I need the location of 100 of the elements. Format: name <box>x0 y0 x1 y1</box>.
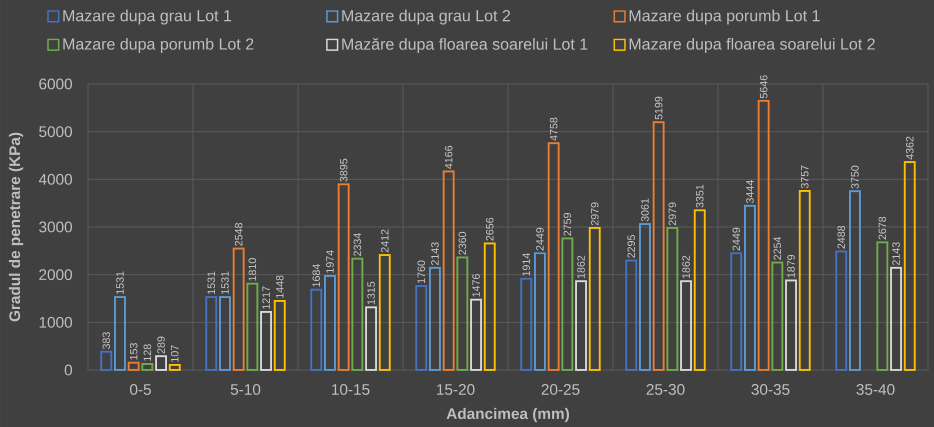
bar <box>639 223 651 371</box>
bar <box>890 266 902 371</box>
x-tick-label: 25-30 <box>646 384 684 395</box>
data-label: 1531 <box>221 272 229 294</box>
data-label: 1914 <box>522 253 530 276</box>
bar <box>324 274 336 371</box>
data-label: 2759 <box>564 213 572 236</box>
data-label: 1760 <box>417 260 426 284</box>
bar <box>744 204 756 371</box>
data-label: 3351 <box>696 184 704 208</box>
bar <box>429 266 441 371</box>
data-label: 3895 <box>340 158 348 182</box>
data-label: 1476 <box>472 274 480 297</box>
data-label: 107 <box>170 345 179 362</box>
bar <box>470 298 482 371</box>
bar <box>785 279 797 371</box>
bar <box>876 241 888 371</box>
data-label: 4166 <box>444 146 452 169</box>
bar <box>338 183 350 371</box>
bar <box>484 242 496 371</box>
data-label: 3061 <box>641 198 649 222</box>
bar <box>561 238 574 371</box>
data-label: 3750 <box>851 166 859 189</box>
data-label: 3444 <box>746 180 754 204</box>
bar <box>442 170 455 371</box>
bar <box>232 248 245 371</box>
bar <box>835 250 848 371</box>
data-label: 1862 <box>577 256 585 278</box>
x-axis-title: Adancimea (mm) <box>446 408 569 422</box>
data-label: 2254 <box>774 236 782 260</box>
bar <box>141 362 154 371</box>
bar <box>694 209 706 371</box>
data-label: 2412 <box>381 230 388 252</box>
bar <box>114 296 126 371</box>
data-label: 383 <box>102 332 110 350</box>
bar <box>415 285 428 371</box>
bar <box>128 362 140 371</box>
bar <box>219 296 231 371</box>
bar <box>351 258 364 371</box>
bar <box>260 311 272 371</box>
y-tick-label: 5000 <box>39 126 72 138</box>
bar <box>625 260 638 371</box>
data-label: 1531 <box>207 272 216 294</box>
data-label: 1862 <box>682 256 690 278</box>
data-label: 2360 <box>458 232 466 255</box>
bar <box>155 355 167 371</box>
bar <box>904 161 916 371</box>
data-label: 2449 <box>536 228 544 250</box>
bar <box>310 288 322 371</box>
x-tick-label: 35-40 <box>856 384 894 395</box>
y-tick-label: 6000 <box>39 78 72 90</box>
bar <box>771 262 784 371</box>
bar <box>365 306 377 371</box>
data-label: 1684 <box>312 264 320 287</box>
data-label: 1879 <box>787 254 795 278</box>
x-tick-label: 10-15 <box>332 384 370 395</box>
data-label: 1315 <box>367 282 375 304</box>
bar <box>246 282 258 371</box>
y-tick-label: 1000 <box>40 316 72 328</box>
bar <box>100 350 112 371</box>
data-label: 2678 <box>878 216 886 240</box>
y-tick-label: 2000 <box>39 269 72 280</box>
y-tick-label: 0 <box>64 364 72 376</box>
y-tick-label: 4000 <box>38 174 72 185</box>
x-tick-label: 20-25 <box>542 384 580 395</box>
data-label: 128 <box>144 344 152 361</box>
bar <box>666 227 678 371</box>
data-label: 2449 <box>732 228 740 250</box>
data-label: 289 <box>157 336 165 354</box>
data-label: 2979 <box>668 202 676 226</box>
x-tick-label: 30-35 <box>751 384 790 395</box>
data-label: 4758 <box>550 118 558 141</box>
bar <box>548 142 560 371</box>
data-label: 153 <box>130 343 138 360</box>
data-label: 5646 <box>760 75 768 98</box>
bar <box>456 256 468 371</box>
bar <box>168 364 181 371</box>
data-label: 5199 <box>654 96 662 120</box>
data-label: 2143 <box>431 242 439 266</box>
bar <box>758 100 770 371</box>
x-tick-label: 0-5 <box>130 384 151 395</box>
legend-label: Mazare dupa grau Lot 2 <box>342 10 510 25</box>
legend-label: Mazare dupa porumb Lot 1 <box>630 10 820 25</box>
legend-label: Mazare dupa porumb Lot 2 <box>63 38 254 53</box>
data-label: 2979 <box>590 202 599 226</box>
data-label: 1974 <box>326 250 334 273</box>
legend-label: Mazare dupa grau Lot 1 <box>63 10 232 25</box>
bar <box>534 252 546 371</box>
data-label: 2334 <box>354 233 362 256</box>
y-tick-label: 3000 <box>39 222 72 232</box>
bar <box>588 227 601 371</box>
x-tick-label: 5-10 <box>230 384 260 395</box>
data-label: 4362 <box>906 136 914 160</box>
bar <box>652 121 665 371</box>
bar <box>730 252 742 371</box>
data-label: 2143 <box>892 242 900 266</box>
y-axis-title: Gradul de penetrare (KPa) <box>8 132 24 322</box>
legend-label: Mazare dupa floarea soarelui Lot 2 <box>630 38 875 53</box>
bar <box>798 190 811 371</box>
data-label: 1531 <box>116 272 124 294</box>
